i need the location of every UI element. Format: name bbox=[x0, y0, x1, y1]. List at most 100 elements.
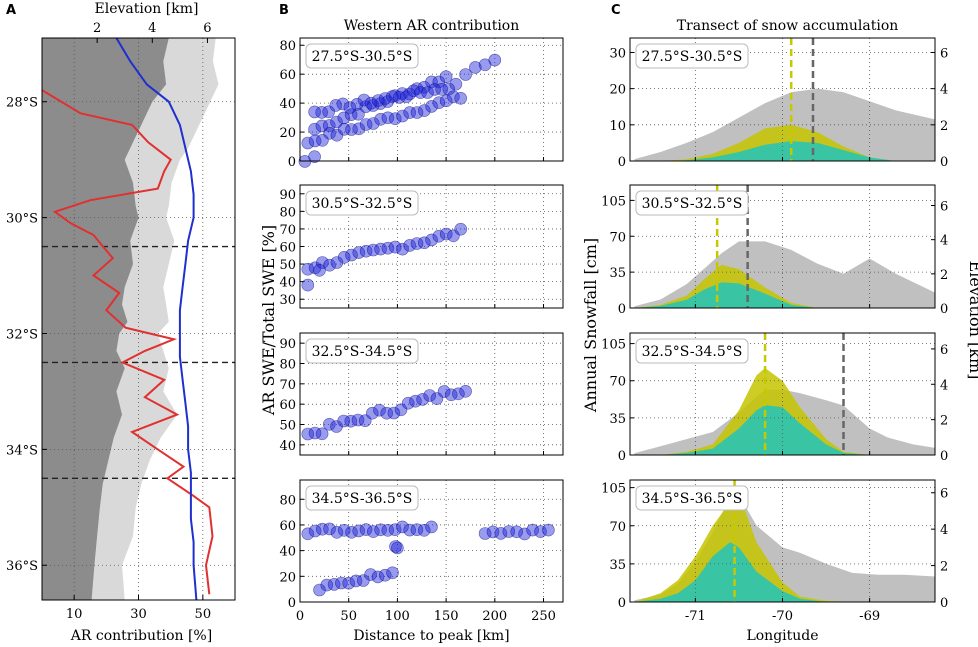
scatter-point bbox=[365, 406, 379, 420]
scatter-point bbox=[378, 92, 392, 105]
x-top-tick-label: 6 bbox=[203, 21, 211, 36]
y-right-tick-label: 0 bbox=[940, 449, 948, 464]
scatter-point bbox=[359, 523, 373, 536]
y-tick-label: 35 bbox=[609, 558, 626, 573]
ar-snowfall-area bbox=[634, 141, 935, 161]
y-tick-label: 50 bbox=[279, 258, 296, 273]
subplot-region-label: 34.5°S-36.5°S bbox=[305, 485, 419, 511]
scatter-point bbox=[452, 387, 465, 401]
region-label-text: 27.5°S-30.5°S bbox=[312, 49, 413, 65]
region-label-box bbox=[305, 338, 419, 364]
panel-c-subplot: 0 35 70 105 0 2 4 6 30.5°S-32.5°S bbox=[601, 184, 948, 317]
scatter-point bbox=[385, 90, 399, 103]
x-tick-label: 50 bbox=[340, 609, 357, 624]
y-tick-label: 70 bbox=[609, 520, 626, 535]
scatter-point bbox=[447, 229, 460, 243]
scatter-point bbox=[425, 520, 438, 534]
panel-a-label: A bbox=[6, 3, 16, 18]
ar-snowfall-area bbox=[634, 282, 935, 308]
scatter-point bbox=[393, 91, 406, 104]
scatter-point bbox=[330, 256, 344, 269]
scatter-point bbox=[423, 389, 437, 402]
scatter-point bbox=[449, 77, 463, 91]
y-tick-label: 40 bbox=[279, 545, 296, 560]
scatter-point bbox=[388, 240, 402, 254]
x-tick-label: 150 bbox=[434, 609, 459, 624]
elevation-area bbox=[634, 88, 935, 161]
scatter-point bbox=[494, 527, 508, 540]
y-tick-label: 0 bbox=[288, 155, 296, 170]
scatter-point bbox=[425, 233, 438, 247]
scatter-point bbox=[371, 570, 385, 584]
subplot-region-label: 32.5°S-34.5°S bbox=[635, 338, 749, 364]
scatter-point bbox=[366, 525, 380, 538]
panel-b-title: Western AR contribution bbox=[344, 18, 520, 34]
y-axis-label: Annual Snowfall [cm] bbox=[581, 238, 600, 413]
scatter-point bbox=[323, 258, 336, 272]
y-tick-label: 40 bbox=[279, 439, 296, 454]
scatter-point bbox=[526, 523, 539, 537]
scatter-point bbox=[417, 104, 431, 117]
scatter-point bbox=[454, 222, 468, 236]
scatter-point bbox=[396, 109, 409, 123]
scatter-point bbox=[468, 61, 482, 74]
scatter-point bbox=[439, 227, 453, 241]
y-right-tick-label: 6 bbox=[940, 487, 948, 502]
scatter-point bbox=[316, 256, 329, 269]
region-label-text: 34.5°S-36.5°S bbox=[642, 491, 743, 507]
scatter-point bbox=[459, 384, 472, 398]
scatter-point bbox=[432, 229, 446, 243]
region-label-text: 30.5°S-32.5°S bbox=[312, 196, 413, 212]
panel-c-subplot: 0 35 70 105 0 2 4 6 32.5°S-34.5°S bbox=[601, 332, 948, 464]
panel-c-label: C bbox=[611, 3, 621, 18]
y-tick-label: 40 bbox=[279, 97, 296, 112]
y-tick-label: 0 bbox=[618, 302, 626, 317]
scatter-point bbox=[403, 106, 417, 119]
panel-b-subplot: 0 20 40 60 80 0 50 100 150 200 250 34.5°S-36.5°S bbox=[279, 479, 564, 624]
panel-c-subplot: 0 10 20 30 0 2 4 6 27.5°S-30.5°S bbox=[609, 37, 948, 170]
panel-b-label: B bbox=[279, 3, 289, 18]
y-tick-label: 80 bbox=[279, 205, 296, 220]
panel-c-subplot: 0 35 70 105 0 2 4 6 -71 -70 -69 34.5°S-36.5°S bbox=[601, 479, 948, 624]
subplot-frame bbox=[299, 332, 564, 456]
y-tick-label: 20 bbox=[609, 83, 626, 98]
y-right-tick-label: 4 bbox=[940, 83, 948, 98]
scatter-point bbox=[323, 127, 336, 140]
scatter-point bbox=[428, 83, 442, 96]
y-tick-label: 28°S bbox=[6, 96, 38, 111]
y-right-tick-label: 2 bbox=[940, 119, 948, 134]
panel-b-subplot: 0 20 40 60 80 27.5°S-30.5°S bbox=[279, 37, 564, 170]
region-label-box bbox=[635, 338, 749, 364]
y-axis-label-right: Elevation [km] bbox=[966, 261, 978, 380]
panel-c: C Transect of snow accumulation Longitude A… bbox=[581, 3, 978, 644]
subplot-frame bbox=[299, 37, 564, 162]
y-tick-label: 80 bbox=[279, 39, 296, 54]
y-right-tick-label: 0 bbox=[940, 155, 948, 170]
region-label-box bbox=[305, 190, 419, 216]
region-label-box bbox=[635, 190, 749, 216]
scatter-point bbox=[374, 523, 387, 537]
y-tick-label: 90 bbox=[279, 188, 296, 203]
x-axis-label: Longitude bbox=[746, 628, 818, 644]
y-tick-label: 80 bbox=[279, 358, 296, 373]
y-right-tick-label: 2 bbox=[940, 268, 948, 283]
panel-a: A 10 30 50 2 4 6 28°S 30°S 32°S 34°S 36°S AR contrib… bbox=[6, 1, 236, 644]
scatter-point bbox=[396, 520, 409, 534]
scatter-point bbox=[315, 106, 329, 119]
scatter-point bbox=[313, 583, 326, 597]
scatter-point bbox=[417, 236, 431, 250]
x-top-axis-label: Elevation [km] bbox=[95, 1, 199, 17]
scatter-point bbox=[350, 98, 364, 111]
scatter-point bbox=[439, 94, 453, 108]
scatter-point bbox=[391, 541, 404, 555]
y-tick-label: 80 bbox=[279, 493, 296, 508]
scatter-point bbox=[388, 523, 402, 537]
scatter-point bbox=[371, 94, 385, 107]
y-tick-label: 60 bbox=[279, 68, 296, 83]
x-tick-label: -71 bbox=[685, 609, 706, 624]
scatter-point bbox=[343, 101, 357, 114]
y-tick-label: 90 bbox=[279, 337, 296, 352]
x-tick-label: 250 bbox=[531, 609, 556, 624]
scatter-point bbox=[409, 394, 422, 408]
